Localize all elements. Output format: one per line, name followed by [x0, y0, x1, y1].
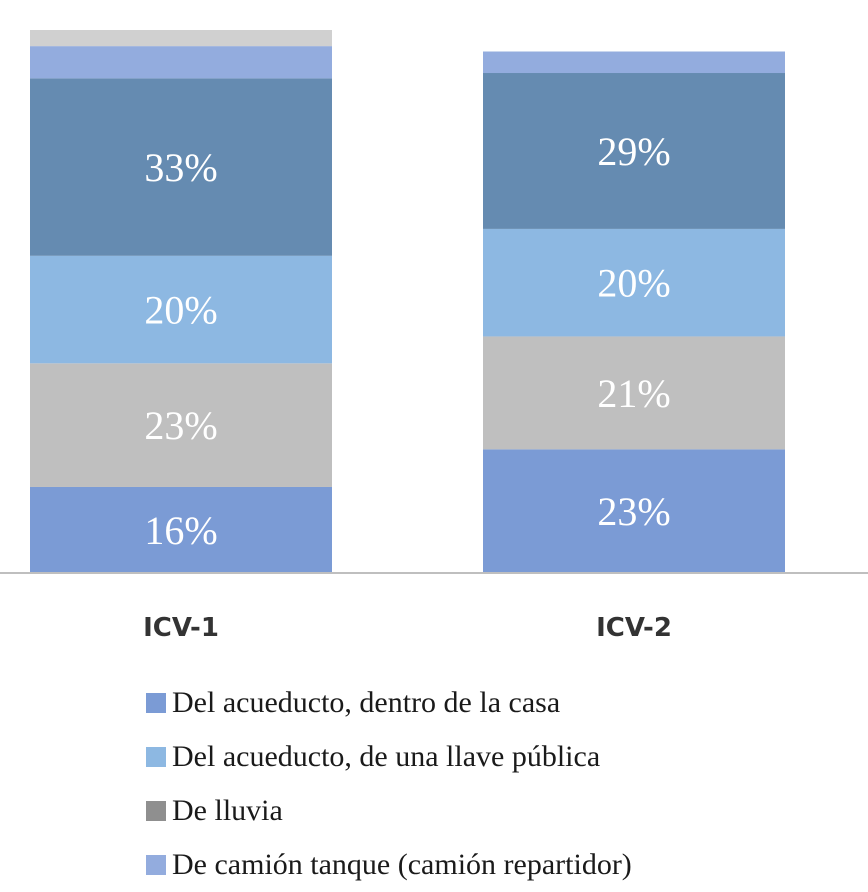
legend-label: Del acueducto, dentro de la casa: [172, 686, 561, 719]
category-labels: ICV-1 ICV-2: [143, 613, 672, 643]
bars-group: 16% 23% 20% 33% 23% 21% 20% 29%: [30, 30, 785, 573]
bar-segment-icv-1-1: [30, 363, 332, 487]
legend-item-acueducto-casa: Del acueducto, dentro de la casa: [146, 676, 632, 730]
legend-label: Del acueducto, de una llave pública: [172, 740, 601, 773]
bar-segment-icv-1-0: [30, 486, 332, 573]
legend-item-llave-publica: Del acueducto, de una llave pública: [146, 730, 632, 784]
data-label: 23%: [144, 403, 217, 448]
legend-swatch: [146, 801, 166, 821]
category-label-icv-2: ICV-2: [596, 613, 672, 643]
data-label: 21%: [597, 371, 670, 416]
legend-item-lluvia: De lluvia: [146, 784, 632, 838]
stacked-bar-chart: 16% 23% 20% 33% 23% 21% 20% 29% ICV-1 ICV-2: [0, 30, 868, 643]
bar-segment-icv-2-0: [483, 449, 785, 573]
bar-segment-icv-1-5: [30, 30, 332, 47]
bar-segment-icv-2-3: [483, 73, 785, 229]
data-label: 33%: [144, 145, 217, 190]
data-label: 20%: [597, 261, 670, 306]
legend-item-camion-tanque: De camión tanque (camión repartidor): [146, 838, 632, 892]
bar-segment-icv-2-1: [483, 336, 785, 450]
category-label-icv-1: ICV-1: [143, 613, 219, 643]
legend-swatch: [146, 855, 166, 875]
legend-swatch: [146, 693, 166, 713]
legend: Del acueducto, dentro de la casa Del acu…: [146, 676, 632, 892]
data-label: 23%: [597, 489, 670, 534]
bar-segment-icv-1-4: [30, 46, 332, 79]
bar-segment-icv-1-3: [30, 78, 332, 256]
legend-label: De lluvia: [172, 794, 283, 827]
bar-segment-icv-2-2: [483, 228, 785, 337]
bar-segment-icv-1-2: [30, 255, 332, 364]
bar-segment-icv-2-4: [483, 51, 785, 74]
data-label: 16%: [144, 508, 217, 553]
data-label: 29%: [597, 129, 670, 174]
legend-label: De camión tanque (camión repartidor): [172, 848, 632, 881]
data-label: 20%: [144, 288, 217, 333]
legend-swatch: [146, 747, 166, 767]
